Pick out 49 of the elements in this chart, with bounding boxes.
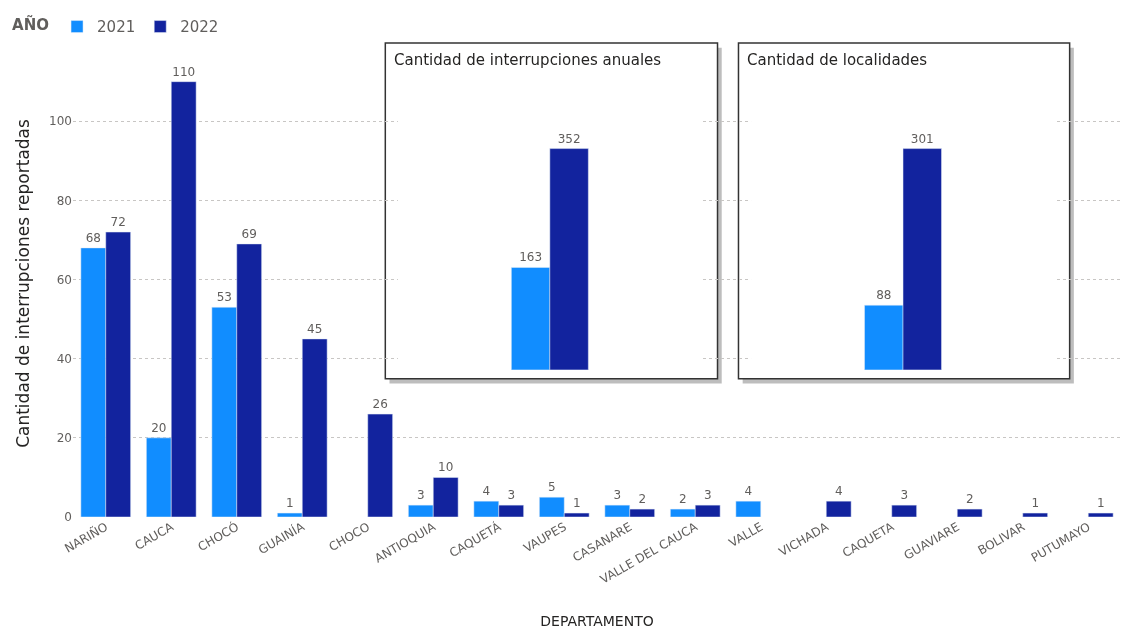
data-label: 26 bbox=[372, 397, 388, 412]
data-label: 1 bbox=[1031, 496, 1040, 511]
y-tick-label: 40 bbox=[56, 351, 72, 366]
data-label: 4 bbox=[482, 484, 491, 499]
y-tick-label: 60 bbox=[56, 272, 72, 287]
data-label: 2 bbox=[965, 492, 974, 507]
y-tick-label: 100 bbox=[49, 114, 72, 129]
data-label: 72 bbox=[110, 215, 126, 230]
data-label: 45 bbox=[307, 321, 323, 336]
data-label: 69 bbox=[241, 226, 257, 241]
data-label: 88 bbox=[876, 288, 892, 303]
bar bbox=[1088, 512, 1114, 517]
data-label: 4 bbox=[834, 484, 843, 499]
bar bbox=[367, 413, 393, 517]
legend-label: 2022 bbox=[180, 18, 219, 37]
bar bbox=[1022, 512, 1048, 517]
y-tick-label: 80 bbox=[56, 193, 72, 208]
data-label: 1 bbox=[285, 496, 294, 511]
data-label: 5 bbox=[547, 480, 556, 495]
y-tick-label: 0 bbox=[64, 510, 72, 525]
bar bbox=[957, 508, 983, 517]
x-axis-title: DEPARTAMENTO bbox=[540, 612, 654, 629]
data-label: 68 bbox=[85, 230, 101, 245]
y-tick-label: 20 bbox=[56, 431, 72, 446]
data-label: 20 bbox=[151, 420, 167, 435]
data-label: 10 bbox=[438, 460, 454, 475]
data-label: 110 bbox=[172, 64, 196, 79]
data-label: 4 bbox=[744, 484, 753, 499]
y-axis-title: Cantidad de interrupciones reportadas bbox=[12, 118, 33, 448]
data-label: 1 bbox=[1096, 496, 1105, 511]
data-label: 2 bbox=[678, 492, 687, 507]
data-label: 163 bbox=[519, 250, 543, 265]
data-label: 53 bbox=[216, 290, 232, 305]
legend-label: 2021 bbox=[97, 18, 136, 37]
data-label: 3 bbox=[416, 488, 425, 503]
data-label: 301 bbox=[910, 131, 934, 146]
data-label: 352 bbox=[557, 131, 581, 146]
data-label: 1 bbox=[572, 496, 581, 511]
chart-title: Cantidad de interrupciones anuales bbox=[394, 51, 662, 69]
legend-title: AÑO bbox=[12, 14, 50, 34]
data-label: 2 bbox=[638, 492, 647, 507]
data-label: 3 bbox=[703, 488, 712, 503]
bar bbox=[735, 500, 761, 517]
data-label: 3 bbox=[507, 488, 516, 503]
data-label: 3 bbox=[613, 488, 622, 503]
bar bbox=[826, 500, 852, 517]
chart-title: Cantidad de localidades bbox=[747, 51, 928, 69]
data-label: 3 bbox=[900, 488, 909, 503]
bar bbox=[891, 504, 917, 517]
